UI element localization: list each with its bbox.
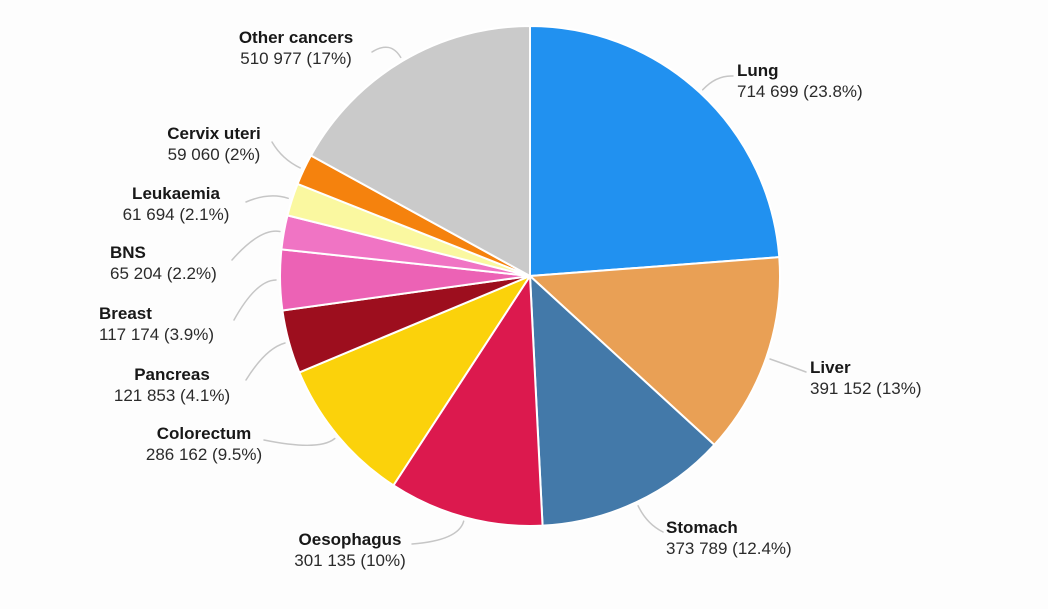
slice-name: BNS [110,243,146,262]
leader-line-lung [701,75,734,91]
slice-name: Leukaemia [132,184,220,203]
slice-name: Other cancers [238,28,354,47]
slice-value: 61 694 (2.1%) [122,205,230,224]
slice-label-liver: Liver 391 152 (13%) [810,357,922,399]
pie-slice-oesophagus[interactable] [392,275,544,527]
slice-name: Pancreas [134,365,210,384]
slice-value: 65 204 (2.2%) [110,264,217,283]
slice-name: Oesophagus [298,530,402,549]
leader-line-colorectum [263,437,336,447]
slice-name: Cervix uteri [167,124,261,143]
slice-value: 714 699 (23.8%) [737,82,863,101]
pie-slice-lung[interactable] [529,25,781,277]
leader-line-other-cancers [371,46,402,59]
slice-value: 117 174 (3.9%) [99,325,214,344]
slice-name: Colorectum [156,424,252,443]
slice-name: Lung [737,61,779,80]
slice-label-pancreas: Pancreas 121 853 (4.1%) [114,364,230,406]
leader-line-pancreas [245,342,286,381]
leader-line-stomach [637,505,664,533]
slice-value: 121 853 (4.1%) [113,386,231,405]
slice-label-leukaemia: Leukaemia 61 694 (2.1%) [123,183,230,225]
leader-line-leukaemia [245,195,289,203]
leader-line-cervix-uteri [271,141,301,169]
pie-slice-colorectum[interactable] [298,275,531,487]
slice-label-stomach: Stomach 373 789 (12.4%) [666,517,792,559]
pie-slice-stomach[interactable] [529,275,716,527]
leader-line-bns [231,230,281,261]
slice-name: Liver [810,358,851,377]
leader-line-breast [233,279,277,321]
slice-value: 301 135 (10%) [294,551,406,570]
slice-label-cervix-uteri: Cervix uteri 59 060 (2%) [167,123,261,165]
slice-label-lung: Lung 714 699 (23.8%) [737,60,863,102]
slice-value: 286 162 (9.5%) [145,445,263,464]
slice-label-oesophagus: Oesophagus 301 135 (10%) [294,529,406,571]
slice-value: 373 789 (12.4%) [666,539,792,558]
pie-slice-other-cancers[interactable] [309,25,531,277]
slice-label-breast: Breast 117 174 (3.9%) [99,303,214,345]
slice-label-colorectum: Colorectum 286 162 (9.5%) [146,423,262,465]
leader-line-liver [769,358,807,373]
slice-label-other-cancers: Other cancers 510 977 (17%) [239,27,353,69]
slice-name: Stomach [666,518,738,537]
leader-line-oesophagus [411,520,465,545]
slice-name: Breast [99,304,152,323]
slice-label-bns: BNS 65 204 (2.2%) [110,242,217,284]
slice-value: 510 977 (17%) [240,49,352,68]
slice-value: 59 060 (2%) [167,145,261,164]
pie-slice-liver[interactable] [529,256,781,446]
slice-value: 391 152 (13%) [810,379,922,398]
